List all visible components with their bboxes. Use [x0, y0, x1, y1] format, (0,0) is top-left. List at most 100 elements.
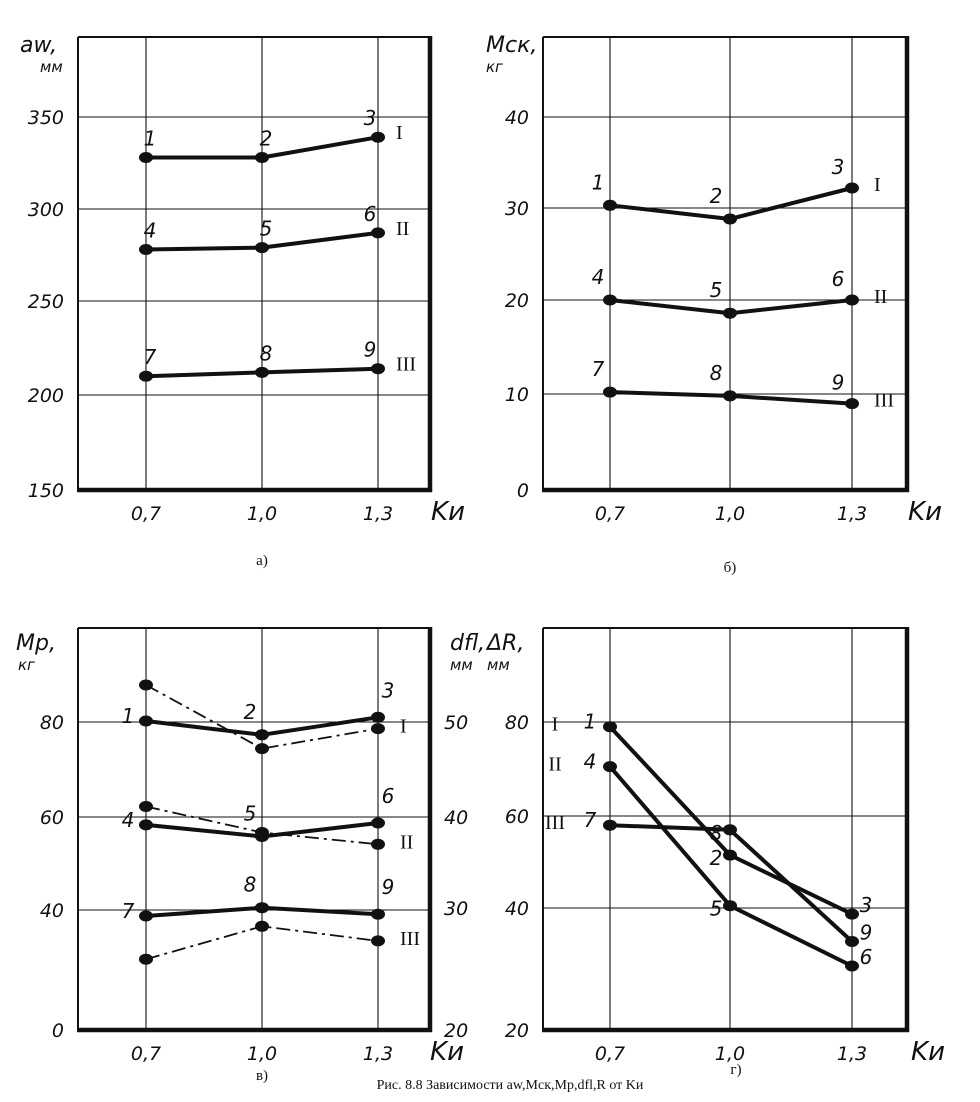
panel-g: 20 40 60 80 0,7 1,0 1,3 ΔR,мм Kи г) 1 2 3 I 4 5 6 II 7 8 9 II… — [485, 627, 945, 1078]
point-label: 4 — [584, 750, 597, 774]
y-tick-label: 300 — [28, 199, 64, 221]
data-point — [255, 743, 269, 755]
series-name-label: III — [545, 812, 565, 834]
y2-tick-label: 20 — [444, 1020, 468, 1042]
point-label: 1 — [592, 170, 605, 194]
data-point — [371, 723, 385, 735]
point-label: 7 — [584, 808, 597, 832]
point-label: 1 — [144, 126, 157, 150]
series-name-label: I — [552, 714, 559, 736]
panel-sublabel: г) — [730, 1062, 741, 1078]
series-name-label: III — [396, 354, 416, 376]
data-point — [371, 131, 385, 143]
data-point — [603, 386, 617, 398]
point-label: 1 — [584, 710, 597, 734]
y2-tick-label: 50 — [444, 712, 468, 734]
y2-axis-label: dfl, — [450, 631, 485, 656]
point-label: 4 — [144, 218, 157, 242]
data-point — [845, 294, 859, 306]
data-point — [723, 390, 737, 402]
series-name-label: II — [548, 754, 561, 776]
series-name-label: I — [396, 122, 403, 144]
data-point — [371, 935, 385, 947]
x-tick-label: 1,0 — [715, 1043, 745, 1065]
data-point — [603, 819, 617, 831]
data-point — [139, 152, 153, 163]
data-point — [371, 908, 385, 920]
data-point — [723, 849, 737, 861]
data-point — [139, 819, 153, 831]
y-tick-label: 30 — [505, 198, 529, 220]
data-point — [139, 715, 153, 727]
point-label: 7 — [122, 899, 135, 923]
y-tick-label: 200 — [28, 385, 64, 407]
y-tick-label: 20 — [505, 290, 529, 312]
y-axis-label: Mр, — [16, 631, 56, 656]
y-tick-label: 40 — [505, 898, 529, 920]
y-tick-label: 0 — [52, 1020, 64, 1042]
y-tick-label: 80 — [505, 712, 529, 734]
series-line — [609, 823, 854, 943]
data-point — [603, 721, 617, 733]
data-point — [139, 801, 153, 812]
point-label: 1 — [122, 704, 135, 728]
point-label: 5 — [260, 217, 273, 241]
point-label: 6 — [382, 784, 395, 808]
data-point — [255, 729, 269, 741]
data-point — [845, 908, 859, 920]
data-point — [139, 244, 153, 255]
data-point — [139, 679, 153, 691]
point-label: 7 — [592, 357, 605, 381]
y-tick-label: 10 — [505, 384, 529, 406]
y-axis-unit: мм — [487, 656, 510, 674]
data-point — [139, 370, 153, 382]
y-axis-label: ΔR, — [485, 631, 524, 656]
point-label: 6 — [860, 945, 873, 969]
y2-axis-unit: мм — [450, 656, 473, 674]
x-tick-label: 1,3 — [837, 503, 867, 525]
y-axis-unit: кг — [18, 656, 35, 674]
y2-tick-label: 40 — [444, 807, 468, 829]
data-point — [371, 838, 385, 850]
data-point — [255, 242, 269, 254]
data-point — [603, 294, 617, 306]
point-label: 9 — [860, 921, 873, 945]
y-axis-unit: мм — [40, 58, 63, 76]
data-point — [603, 761, 617, 773]
data-point — [255, 920, 269, 932]
x-tick-label: 1,0 — [715, 503, 745, 525]
point-label: 2 — [260, 126, 273, 150]
point-label: 2 — [244, 700, 257, 724]
data-point — [723, 824, 737, 836]
data-point — [723, 307, 737, 319]
series-line — [608, 725, 853, 916]
point-label: 2 — [710, 184, 723, 208]
point-label: 8 — [710, 361, 723, 385]
point-label: 3 — [364, 106, 377, 130]
data-point — [139, 953, 153, 965]
y-tick-label: 40 — [40, 900, 64, 922]
data-point — [845, 960, 859, 972]
point-label: 7 — [144, 345, 157, 369]
x-axis-label: Kи — [908, 497, 942, 527]
data-point — [371, 817, 385, 829]
data-point — [371, 711, 385, 723]
x-tick-label: 1,0 — [247, 503, 277, 525]
data-point — [845, 398, 859, 410]
y-axis-label: aw, — [20, 33, 57, 58]
x-tick-label: 1,0 — [247, 1043, 277, 1065]
data-point — [255, 902, 269, 914]
y-axis-unit: кг — [486, 58, 503, 76]
y-tick-label: 150 — [28, 480, 64, 502]
data-point — [845, 936, 859, 947]
data-point — [371, 363, 385, 375]
series-name-label: II — [874, 286, 887, 308]
data-point — [255, 152, 269, 163]
y-tick-label: 20 — [505, 1020, 529, 1042]
point-label: 9 — [832, 371, 845, 395]
point-label: 4 — [122, 808, 135, 832]
point-label: 8 — [710, 821, 723, 845]
point-label: 2 — [710, 846, 723, 870]
x-tick-label: 1,3 — [363, 503, 393, 525]
